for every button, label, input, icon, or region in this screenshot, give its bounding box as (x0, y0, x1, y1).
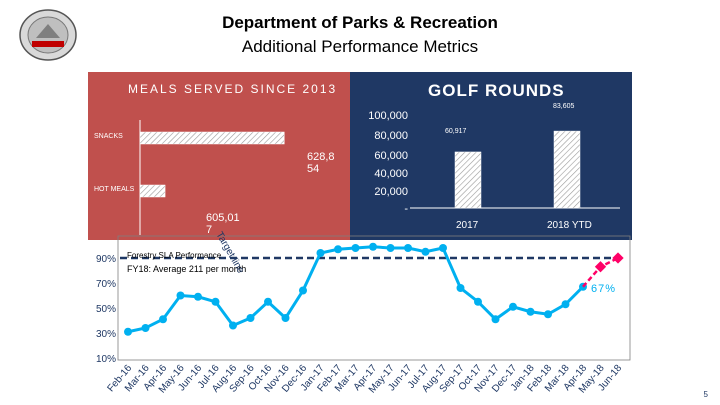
snacks-category-label: SNACKS (94, 133, 123, 140)
golf-category-2017: 2017 (456, 220, 479, 231)
hot-meals-category-label: HOT MEALS (94, 186, 135, 193)
golf-2018-value-label: 83,605 (553, 103, 575, 110)
sla-point-apr-17 (369, 242, 377, 251)
sla-projection-point-jun-18 (612, 252, 624, 264)
golf-chart-title: GOLF ROUNDS (428, 81, 565, 100)
golf-panel (350, 72, 632, 240)
city-seal-icon (19, 9, 77, 61)
sla-point-jan-18 (526, 307, 535, 316)
sla-point-jul-17 (421, 247, 430, 256)
sla-ytick-90: 90% (96, 254, 116, 265)
sla-point-jul-16 (211, 297, 220, 306)
line-chart-frame (117, 235, 631, 361)
sla-point-may-16 (176, 291, 185, 300)
golf-ytick-40000: 40,000 (374, 168, 408, 180)
sla-point-nov-17 (491, 315, 500, 324)
snacks-value-label: 628,8 54 (307, 151, 335, 175)
sla-chart-title: Forestry SLA Performance (127, 251, 222, 260)
meals-chart-title: MEALS SERVED SINCE 2013 (128, 82, 338, 96)
sla-point-feb-18 (544, 310, 552, 319)
golf-ytick-60000: 60,000 (374, 150, 408, 162)
sla-point-dec-17 (509, 302, 517, 311)
sla-projection-point-may-18 (594, 261, 607, 273)
golf-category-2018: 2018 YTD (547, 220, 592, 231)
sla-point-may-17 (386, 244, 395, 252)
sla-point-mar-18 (561, 300, 570, 309)
golf-bar-2017 (454, 151, 482, 209)
meals-bar-snacks (139, 131, 285, 145)
golf-ytick-80000: 80,000 (374, 130, 408, 142)
golf-ytick-20000: 20,000 (374, 186, 408, 198)
sla-point-dec-16 (299, 286, 307, 295)
golf-2017-value-label: 60,917 (445, 128, 467, 135)
sla-end-label: 67% (591, 283, 616, 295)
golf-ytick-100000: 100,000 (368, 110, 408, 122)
sla-point-sep-17 (456, 284, 465, 292)
sla-point-sep-16 (246, 314, 255, 322)
sla-ytick-70: 70% (96, 279, 116, 290)
sla-point-apr-16 (159, 315, 167, 324)
sla-annotation: FY18: Average 211 per month (127, 264, 246, 274)
sla-point-jun-17 (404, 244, 412, 252)
page-number: 5 (703, 390, 708, 399)
sla-point-nov-16 (281, 314, 290, 322)
page-subtitle: Additional Performance Metrics (241, 37, 479, 56)
sla-point-oct-16 (264, 297, 272, 306)
golf-bar-2018-ytd (553, 130, 581, 209)
sla-point-jan-17 (316, 249, 325, 257)
sla-point-feb-16 (124, 327, 132, 336)
hot-meals-value-label: 605,01 7 (206, 212, 240, 236)
sla-point-mar-16 (141, 324, 150, 332)
sla-ytick-50: 50% (96, 304, 116, 315)
sla-point-jun-16 (194, 292, 202, 301)
sla-point-mar-17 (351, 244, 360, 252)
sla-point-aug-17 (439, 244, 447, 252)
page-title: Department of Parks & Recreation (222, 13, 498, 32)
sla-ytick-10: 10% (96, 354, 116, 365)
sla-point-oct-17 (474, 297, 482, 306)
sla-point-feb-17 (334, 245, 342, 254)
meals-bar-hot-meals (139, 184, 166, 198)
golf-ytick-0: - (404, 203, 408, 215)
sla-ytick-30: 30% (96, 329, 116, 340)
sla-point-aug-16 (229, 321, 237, 330)
